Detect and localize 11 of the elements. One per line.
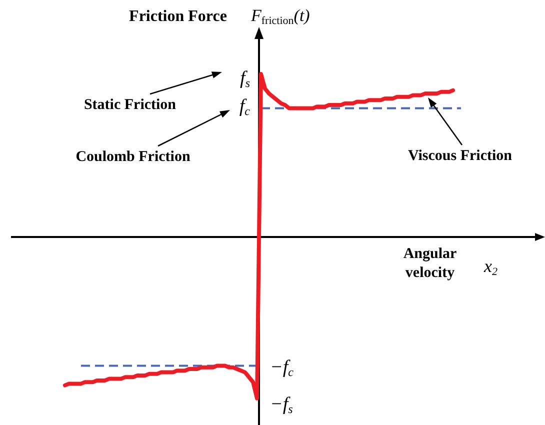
text: F$_{friction}$(t) — [250, 6, 310, 27]
annotation: f$_{c}$ — [239, 96, 251, 118]
annotation: −f$_{c}$ — [270, 357, 294, 379]
annotation: Coulomb Friction — [76, 149, 191, 165]
annotation: −f$_{s}$ — [270, 394, 294, 416]
text: x$_{2}$ — [483, 256, 498, 278]
annotation: Viscous Friction — [408, 148, 513, 164]
x-axis-title: Angular velocity — [403, 246, 458, 281]
annotation: f$_{s}$ — [240, 68, 250, 90]
annotation: Static Friction — [84, 97, 177, 113]
y-axis-title: Friction Force — [129, 8, 227, 25]
